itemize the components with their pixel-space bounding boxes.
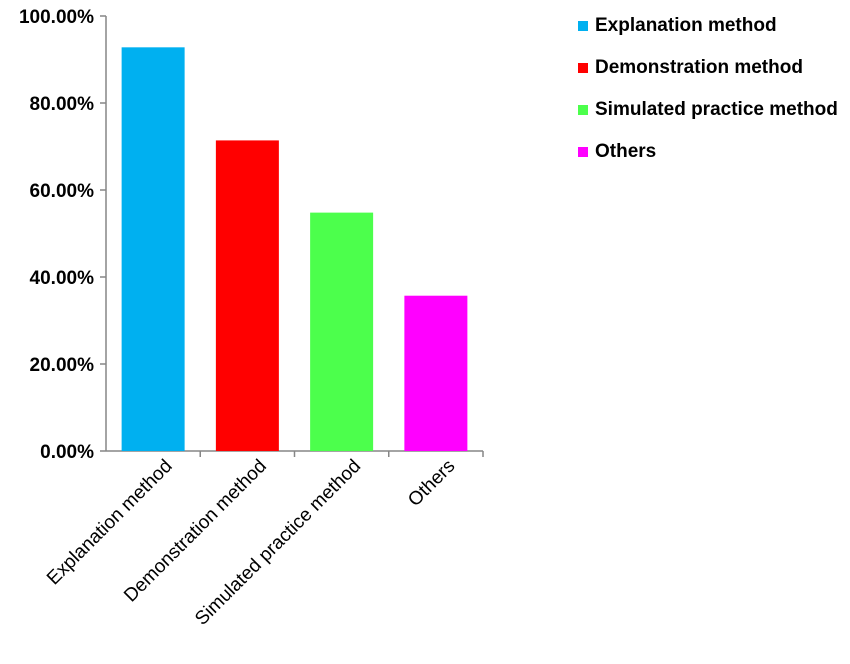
y-tick-label: 100.00% (19, 7, 94, 28)
y-tick-label: 80.00% (30, 94, 95, 115)
x-tick-label: Simulated practice method (191, 456, 365, 630)
y-tick-label: 0.00% (40, 442, 94, 463)
legend-label: Others (595, 141, 657, 162)
legend-label: Simulated practice method (595, 99, 838, 120)
bar (404, 295, 468, 451)
legend-label: Explanation method (595, 15, 777, 36)
legend-swatch (578, 105, 588, 115)
legend-swatch (578, 21, 588, 31)
y-tick-label: 40.00% (30, 268, 95, 289)
y-tick-label: 20.00% (30, 355, 95, 376)
y-tick-label: 60.00% (30, 181, 95, 202)
x-tick-label: Others (404, 456, 459, 511)
legend-swatch (578, 147, 588, 157)
bar (121, 47, 185, 451)
bars (121, 47, 468, 451)
legend-swatch (578, 63, 588, 73)
legend-label: Demonstration method (595, 57, 803, 78)
bar (215, 140, 279, 451)
y-axis: 0.00% 20.00% 40.00% 60.00% 80.00% 100.00% (19, 7, 107, 463)
bar (310, 212, 374, 451)
x-axis (106, 450, 484, 457)
